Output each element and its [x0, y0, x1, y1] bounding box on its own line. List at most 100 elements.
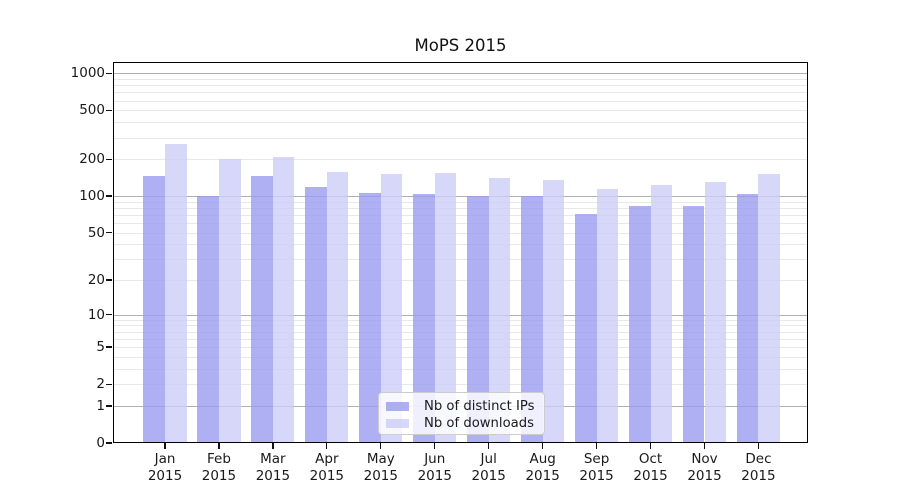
- bar-ips-nov: [682, 205, 705, 443]
- bar-ips-feb: [197, 195, 219, 443]
- bar-ips-apr: [305, 186, 327, 443]
- legend-swatch-downloads: [386, 419, 409, 428]
- y-tick-mark-2: [106, 383, 112, 385]
- bar-ips-jan: [143, 175, 165, 443]
- y-tick-mark-500: [106, 109, 112, 111]
- bar-ips-aug: [521, 195, 543, 443]
- y-tick-label-2: 2: [96, 376, 105, 393]
- y-tick-label-1000: 1000: [70, 65, 105, 82]
- x-tick-mark-jul: [488, 443, 490, 449]
- bar-ips-dec: [736, 194, 759, 443]
- x-tick-mark-dec: [757, 443, 760, 449]
- bar-ips-jul: [467, 195, 489, 443]
- bar-downloads-jan: [165, 143, 187, 443]
- gridline-100: [113, 195, 808, 197]
- y-tick-mark-50: [106, 231, 112, 234]
- x-tick-label-mar: Mar 2015: [255, 451, 291, 484]
- y-tick-mark-20: [106, 279, 112, 281]
- gridline-80: [113, 207, 808, 209]
- legend-swatch-distinct-ips: [386, 402, 409, 411]
- legend-entry-distinct-ips: Nb of distinct IPs: [386, 398, 536, 415]
- bar-downloads-feb: [218, 159, 241, 443]
- x-tick-label-apr: Apr 2015: [309, 451, 345, 484]
- x-tick-label-jun: Jun 2015: [417, 451, 452, 484]
- bar-downloads-nov: [704, 181, 727, 443]
- bar-downloads-aug: [542, 180, 565, 443]
- gridline-1000: [113, 73, 808, 75]
- y-tick-mark-1: [106, 405, 112, 407]
- x-tick-label-oct: Oct 2015: [633, 451, 668, 484]
- x-tick-mark-nov: [703, 443, 706, 449]
- gridline-90: [113, 201, 808, 203]
- gridline-300: [113, 137, 808, 139]
- bar-downloads-jun: [434, 173, 457, 443]
- y-tick-label-5: 5: [96, 339, 105, 356]
- bar-downloads-may: [380, 173, 403, 443]
- y-tick-label-1: 1: [96, 397, 105, 414]
- legend-entry-downloads: Nb of downloads: [386, 415, 536, 432]
- gridline-10: [113, 314, 808, 316]
- y-tick-label-0: 0: [96, 435, 105, 451]
- gridline-40: [113, 244, 808, 246]
- bar-ips-oct: [628, 206, 651, 443]
- gridline-800: [113, 85, 808, 87]
- x-tick-label-aug: Aug 2015: [525, 451, 560, 484]
- x-tick-mark-aug: [542, 443, 544, 449]
- y-tick-label-100: 100: [79, 187, 105, 204]
- gridline-700: [113, 92, 808, 94]
- gridline-8: [113, 325, 808, 327]
- gridline-30: [113, 259, 808, 261]
- y-tick-mark-5: [106, 346, 112, 348]
- x-tick-mark-apr: [326, 443, 328, 449]
- x-tick-label-may: May 2015: [363, 451, 398, 484]
- gridline-900: [113, 78, 808, 80]
- y-tick-mark-100: [106, 195, 112, 197]
- legend-label-distinct-ips: Nb of distinct IPs: [424, 399, 535, 414]
- x-tick-label-feb: Feb 2015: [201, 451, 237, 484]
- gridline-6: [113, 338, 808, 340]
- gridline-400: [113, 122, 808, 124]
- gridline-7: [113, 331, 808, 333]
- x-tick-mark-mar: [272, 443, 274, 449]
- gridline-70: [113, 214, 808, 216]
- x-tick-label-dec: Dec 2015: [741, 451, 776, 484]
- y-tick-mark-1000: [106, 72, 112, 74]
- bar-downloads-mar: [272, 157, 295, 443]
- bar-downloads-apr: [326, 171, 349, 443]
- x-tick-label-nov: Nov 2015: [687, 451, 722, 484]
- gridline-600: [113, 100, 808, 102]
- gridline-9: [113, 319, 808, 321]
- x-tick-label-jan: Jan 2015: [147, 451, 183, 484]
- bar-downloads-jul: [488, 178, 511, 443]
- bar-downloads-dec: [758, 173, 781, 443]
- y-tick-label-50: 50: [87, 224, 105, 241]
- legend-label-downloads: Nb of downloads: [424, 416, 534, 431]
- y-tick-label-200: 200: [79, 151, 105, 168]
- gridline-200: [113, 159, 808, 161]
- y-tick-label-500: 500: [79, 102, 105, 119]
- gridline-50: [113, 232, 808, 234]
- bar-downloads-sep: [596, 189, 619, 443]
- gridline-500: [113, 110, 808, 112]
- bar-ips-may: [359, 192, 381, 443]
- x-tick-mark-jan: [164, 443, 166, 449]
- y-tick-mark-200: [106, 158, 112, 160]
- gridline-20: [113, 280, 808, 282]
- chart-title: MoPS 2015: [414, 36, 507, 55]
- x-tick-mark-feb: [218, 443, 220, 449]
- x-tick-mark-sep: [595, 443, 598, 449]
- gridline-4: [113, 356, 808, 358]
- bar-ips-sep: [575, 214, 597, 443]
- gridline-2: [113, 384, 808, 386]
- bar-downloads-oct: [650, 184, 673, 443]
- gridline-60: [113, 222, 808, 224]
- x-tick-mark-jun: [434, 443, 436, 449]
- bars-layer: [113, 62, 808, 443]
- y-tick-label-20: 20: [87, 272, 105, 289]
- x-tick-mark-oct: [649, 443, 652, 449]
- y-tick-mark-10: [106, 314, 112, 316]
- y-tick-mark-0: [106, 442, 112, 444]
- y-tick-label-10: 10: [87, 306, 105, 323]
- legend: Nb of distinct IPs Nb of downloads: [378, 392, 545, 435]
